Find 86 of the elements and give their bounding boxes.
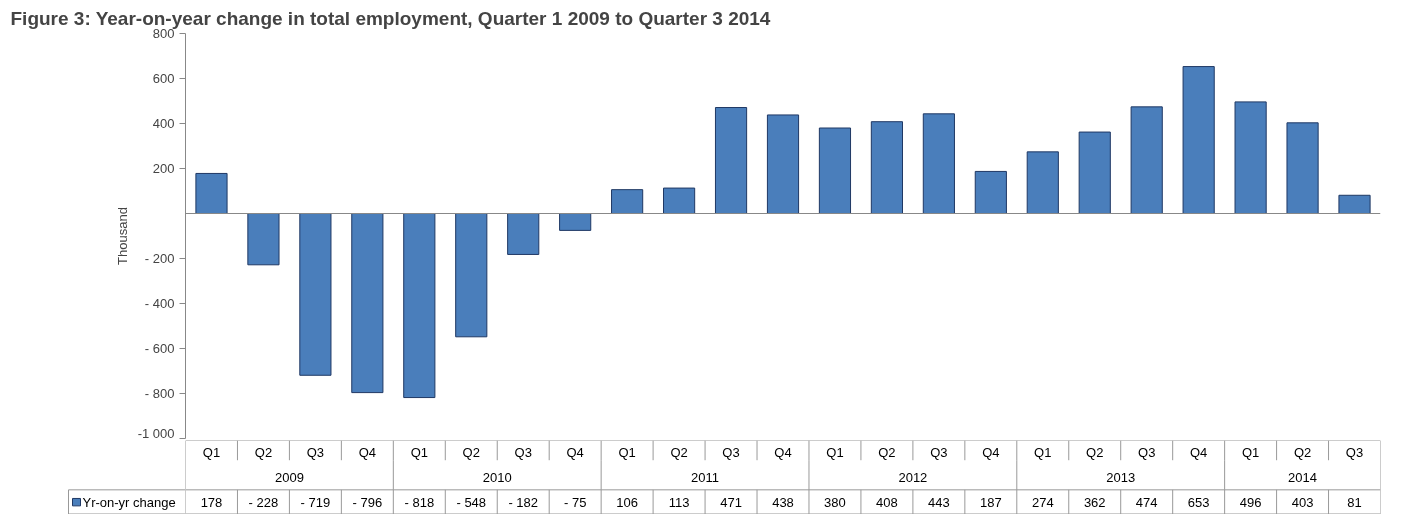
x-tick-label: Q1 xyxy=(1241,445,1260,461)
data-label: 496 xyxy=(1239,494,1262,510)
bar xyxy=(455,213,488,338)
bar xyxy=(714,107,748,214)
x-tick-label: Q1 xyxy=(826,445,844,461)
x-tick-label: Q3 xyxy=(930,445,948,461)
y-tick-label: -1 000 xyxy=(137,425,175,441)
y-axis-title: Thousand xyxy=(114,207,130,265)
x-tick-label: Q2 xyxy=(670,445,688,461)
data-label: 408 xyxy=(876,494,898,510)
data-label: 403 xyxy=(1291,494,1314,510)
bar xyxy=(974,170,1007,214)
bar xyxy=(351,213,384,394)
chart-title: Figure 3: Year-on-year change in total employment, Quarter 1 2009 to Quarter 3 2014 xyxy=(10,7,771,29)
y-tick-label: 200 xyxy=(152,161,175,176)
bar xyxy=(1078,131,1111,214)
y-tick-label: - 600 xyxy=(144,341,175,356)
data-label: 438 xyxy=(772,494,794,510)
data-label: 106 xyxy=(616,494,638,510)
x-tick-label: Q4 xyxy=(1189,445,1208,461)
data-label: 380 xyxy=(824,494,846,510)
x-tick-label: Q3 xyxy=(306,445,325,461)
text: 2013 xyxy=(1106,470,1136,485)
data-label: - 818 xyxy=(404,494,435,510)
x-tick-label: Q2 xyxy=(878,445,896,461)
x-tick-label: Q4 xyxy=(566,445,584,461)
data-label: 178 xyxy=(200,494,223,510)
y-tick-label: - 200 xyxy=(144,251,175,266)
bar xyxy=(559,213,592,231)
data-label: 81 xyxy=(1347,494,1362,510)
text: 2012 xyxy=(898,470,928,485)
bar xyxy=(299,213,332,376)
bar xyxy=(766,114,800,214)
data-label: 362 xyxy=(1083,494,1106,510)
x-tick-label: Q1 xyxy=(202,445,221,461)
data-label: 274 xyxy=(1031,494,1054,510)
x-tick-label: Q2 xyxy=(462,445,480,461)
x-tick-label: Q1 xyxy=(618,445,636,461)
x-tick-label: Q3 xyxy=(1345,445,1364,461)
data-label: - 548 xyxy=(456,494,487,510)
data-label: 474 xyxy=(1135,494,1158,510)
x-tick-label: Q1 xyxy=(1034,445,1052,461)
bar xyxy=(1234,101,1267,214)
data-label: - 796 xyxy=(352,494,383,510)
data-label: 471 xyxy=(720,494,742,510)
bar xyxy=(247,213,280,266)
text: 2010 xyxy=(482,470,512,485)
bar xyxy=(195,172,228,214)
data-label: - 228 xyxy=(248,494,279,510)
legend-label: Yr-on-yr change xyxy=(82,494,176,510)
x-tick-label: Q2 xyxy=(1086,445,1104,461)
x-tick-label: Q4 xyxy=(774,445,792,461)
x-tick-label: Q3 xyxy=(514,445,532,461)
y-tick-label: 600 xyxy=(152,71,175,86)
bar xyxy=(1338,194,1371,214)
x-tick-label: Q4 xyxy=(358,445,377,461)
x-tick-label: Q4 xyxy=(982,445,1000,461)
bar xyxy=(507,213,540,255)
data-label: 653 xyxy=(1187,494,1210,510)
bar xyxy=(1182,66,1215,214)
text: 2011 xyxy=(691,470,720,485)
bar xyxy=(870,121,903,214)
y-tick-label: 400 xyxy=(152,116,175,131)
y-tick-label: - 800 xyxy=(144,386,175,401)
x-tick-label: Q3 xyxy=(1138,445,1156,461)
data-label: 187 xyxy=(979,494,1002,510)
data-label: 113 xyxy=(668,494,690,510)
bar xyxy=(818,127,852,214)
text: 2009 xyxy=(274,470,304,485)
bar xyxy=(663,187,696,214)
x-tick-label: Q2 xyxy=(1293,445,1312,461)
bar xyxy=(1130,106,1163,214)
text: 2014 xyxy=(1288,470,1318,485)
x-tick-label: Q3 xyxy=(722,445,740,461)
bar xyxy=(1026,151,1059,214)
x-tick-label: Q2 xyxy=(254,445,273,461)
bar xyxy=(1286,122,1319,214)
x-tick-label: Q1 xyxy=(410,445,428,461)
data-label: - 75 xyxy=(563,494,587,510)
bar xyxy=(611,189,644,214)
bar xyxy=(922,113,955,214)
data-label: - 182 xyxy=(508,494,539,510)
bar xyxy=(403,213,436,399)
data-label: 443 xyxy=(928,494,950,510)
y-tick-label: - 400 xyxy=(144,296,175,311)
data-label: - 719 xyxy=(300,494,331,510)
